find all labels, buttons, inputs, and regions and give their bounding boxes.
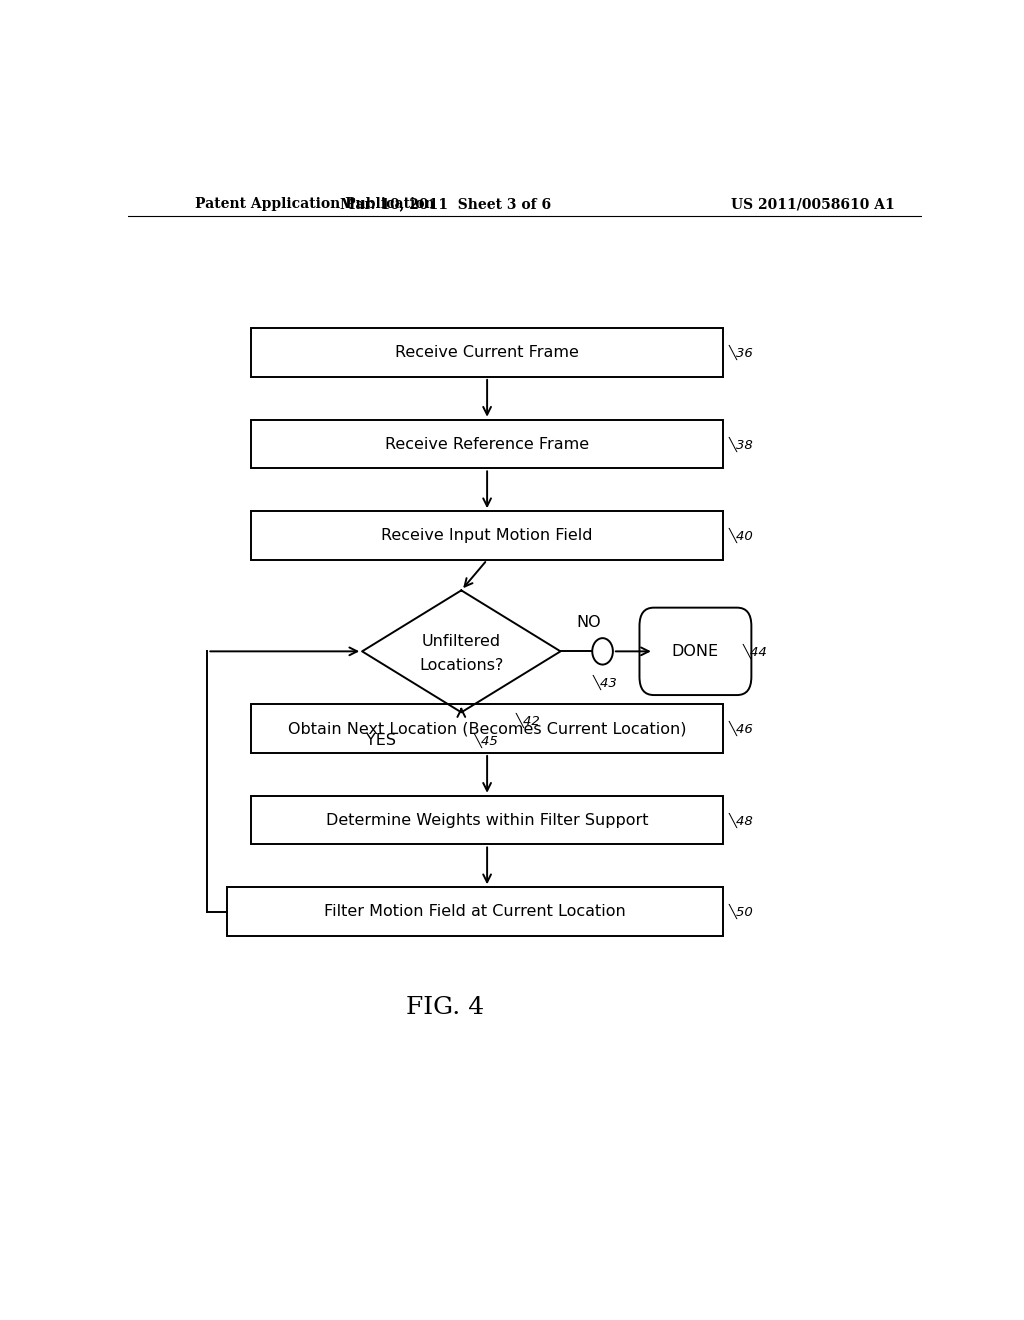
- Text: ╲45: ╲45: [473, 733, 498, 748]
- Text: ╲44: ╲44: [742, 644, 767, 659]
- Text: ╲38: ╲38: [729, 437, 754, 451]
- Text: ╲50: ╲50: [729, 904, 754, 919]
- Text: ╲42: ╲42: [516, 713, 541, 729]
- Text: Unfiltered: Unfiltered: [422, 634, 501, 648]
- Text: ╲36: ╲36: [729, 345, 754, 360]
- Text: ╲48: ╲48: [729, 813, 754, 828]
- Text: NO: NO: [577, 615, 601, 631]
- Text: YES: YES: [367, 734, 396, 748]
- FancyBboxPatch shape: [251, 420, 723, 469]
- Text: ╲46: ╲46: [729, 721, 754, 737]
- Text: Receive Current Frame: Receive Current Frame: [395, 345, 579, 360]
- FancyBboxPatch shape: [251, 511, 723, 560]
- Text: Filter Motion Field at Current Location: Filter Motion Field at Current Location: [325, 904, 626, 919]
- FancyBboxPatch shape: [251, 796, 723, 845]
- FancyBboxPatch shape: [639, 607, 752, 696]
- FancyBboxPatch shape: [227, 887, 723, 936]
- Text: ╲40: ╲40: [729, 528, 754, 543]
- Text: Receive Input Motion Field: Receive Input Motion Field: [381, 528, 593, 543]
- Text: FIG. 4: FIG. 4: [407, 995, 484, 1019]
- FancyBboxPatch shape: [251, 329, 723, 378]
- Text: Receive Reference Frame: Receive Reference Frame: [385, 437, 589, 451]
- FancyBboxPatch shape: [251, 704, 723, 752]
- Text: Obtain Next Location (Becomes Current Location): Obtain Next Location (Becomes Current Lo…: [288, 721, 686, 737]
- Text: Locations?: Locations?: [419, 659, 504, 673]
- Text: ╲43: ╲43: [593, 676, 617, 690]
- Text: DONE: DONE: [672, 644, 719, 659]
- Text: Mar. 10, 2011  Sheet 3 of 6: Mar. 10, 2011 Sheet 3 of 6: [340, 197, 551, 211]
- Text: Determine Weights within Filter Support: Determine Weights within Filter Support: [326, 813, 648, 828]
- Text: US 2011/0058610 A1: US 2011/0058610 A1: [731, 197, 895, 211]
- Text: Patent Application Publication: Patent Application Publication: [196, 197, 435, 211]
